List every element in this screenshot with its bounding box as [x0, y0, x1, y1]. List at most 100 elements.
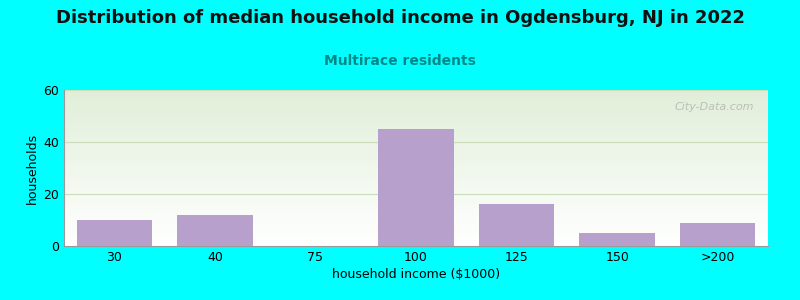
Bar [64, 235, 768, 236]
Bar [64, 167, 768, 168]
Bar [64, 90, 768, 91]
Bar [378, 129, 454, 246]
Bar [64, 121, 768, 122]
Bar [64, 218, 768, 219]
Bar [64, 191, 768, 192]
Bar [64, 211, 768, 212]
Bar [64, 243, 768, 244]
Bar [64, 197, 768, 198]
Bar [64, 146, 768, 147]
Bar [64, 173, 768, 174]
Bar [64, 100, 768, 101]
Bar [64, 111, 768, 112]
Text: City-Data.com: City-Data.com [674, 103, 754, 112]
Bar [64, 213, 768, 214]
Bar [77, 220, 152, 246]
Bar [64, 158, 768, 159]
Bar [64, 96, 768, 97]
Bar [64, 113, 768, 114]
Bar [64, 114, 768, 115]
Bar [64, 105, 768, 106]
Bar [64, 166, 768, 167]
Bar [64, 198, 768, 199]
Bar [64, 144, 768, 145]
Bar [64, 159, 768, 160]
Bar [64, 122, 768, 123]
Bar [64, 97, 768, 98]
Bar [64, 168, 768, 169]
Bar [64, 204, 768, 205]
Bar [64, 134, 768, 135]
Bar [64, 128, 768, 129]
Bar [64, 165, 768, 166]
Text: Multirace residents: Multirace residents [324, 54, 476, 68]
Bar [64, 151, 768, 152]
Bar [64, 99, 768, 100]
Bar [64, 179, 768, 180]
Bar [64, 140, 768, 141]
Bar [64, 192, 768, 193]
Bar [64, 241, 768, 242]
X-axis label: household income ($1000): household income ($1000) [332, 268, 500, 281]
Bar [64, 149, 768, 150]
Bar [64, 95, 768, 96]
Bar [64, 153, 768, 154]
Bar [64, 175, 768, 176]
Bar [64, 164, 768, 165]
Bar [64, 233, 768, 234]
Bar [64, 222, 768, 223]
Bar [64, 169, 768, 170]
Bar [64, 177, 768, 178]
Bar [64, 148, 768, 149]
Bar [64, 239, 768, 240]
Bar [64, 193, 768, 194]
Bar [64, 160, 768, 161]
Bar [64, 92, 768, 93]
Bar [64, 220, 768, 221]
Bar [64, 184, 768, 185]
Bar [64, 116, 768, 117]
Bar [64, 172, 768, 173]
Bar [64, 131, 768, 132]
Bar [64, 180, 768, 181]
Bar [64, 188, 768, 189]
Bar [64, 107, 768, 108]
Bar [64, 129, 768, 130]
Bar [64, 236, 768, 237]
Bar [680, 223, 755, 246]
Bar [64, 205, 768, 206]
Bar [64, 106, 768, 107]
Bar [579, 233, 655, 246]
Bar [64, 212, 768, 213]
Bar [177, 215, 253, 246]
Bar [64, 202, 768, 203]
Bar [64, 110, 768, 111]
Bar [64, 157, 768, 158]
Bar [64, 155, 768, 156]
Bar [64, 234, 768, 235]
Bar [64, 209, 768, 210]
Bar [64, 187, 768, 188]
Bar [64, 199, 768, 200]
Bar [64, 125, 768, 126]
Bar [64, 141, 768, 142]
Bar [64, 208, 768, 209]
Bar [64, 226, 768, 227]
Bar [64, 104, 768, 105]
Bar [64, 244, 768, 245]
Bar [64, 118, 768, 119]
Bar [64, 207, 768, 208]
Bar [64, 215, 768, 216]
Bar [64, 126, 768, 127]
Bar [64, 178, 768, 179]
Bar [64, 238, 768, 239]
Bar [64, 115, 768, 116]
Bar [64, 189, 768, 190]
Bar [64, 154, 768, 155]
Bar [64, 229, 768, 230]
Bar [64, 182, 768, 183]
Bar [64, 176, 768, 177]
Bar [64, 183, 768, 184]
Text: Distribution of median household income in Ogdensburg, NJ in 2022: Distribution of median household income … [55, 9, 745, 27]
Bar [64, 225, 768, 226]
